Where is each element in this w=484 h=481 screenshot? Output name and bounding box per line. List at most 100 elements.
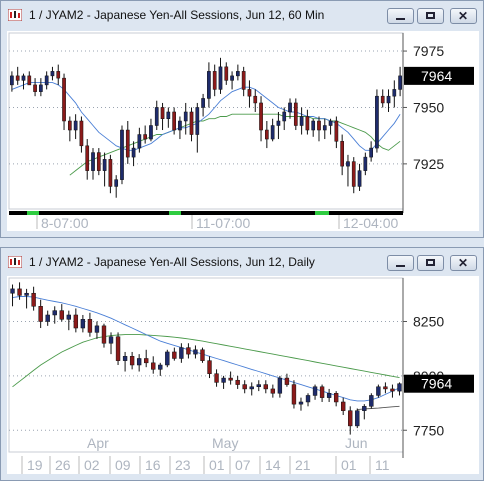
close-button[interactable]: ✕ bbox=[450, 255, 477, 271]
y-tick-label: 7750 bbox=[413, 422, 444, 438]
candle-body bbox=[166, 111, 171, 119]
window-title: 1 / JYAM2 - Japanese Yen-All Sessions, J… bbox=[29, 255, 315, 269]
candle-body bbox=[380, 95, 385, 104]
candle-body bbox=[200, 349, 205, 361]
candle-body bbox=[183, 111, 188, 122]
candle-body bbox=[317, 120, 321, 131]
candle-body bbox=[259, 102, 263, 131]
price-chart-daily[interactable]: 8250800077507964AprMayJun192602091623010… bbox=[7, 276, 479, 474]
x-day-label: 19 bbox=[27, 457, 43, 473]
candle-body bbox=[56, 71, 61, 79]
candle-body bbox=[195, 107, 200, 135]
candle-body bbox=[362, 406, 367, 411]
candle-body bbox=[277, 377, 283, 394]
minimize-icon bbox=[396, 18, 405, 20]
candle-body bbox=[369, 395, 374, 407]
candle-body bbox=[326, 393, 332, 398]
candle-body bbox=[284, 377, 290, 385]
candle-body bbox=[73, 120, 78, 131]
candle-body bbox=[131, 147, 136, 158]
minimize-button[interactable] bbox=[387, 255, 414, 271]
candle-body bbox=[228, 377, 233, 381]
candle-body bbox=[125, 129, 130, 158]
session-bar-segment bbox=[181, 211, 315, 215]
candle-body bbox=[263, 384, 268, 390]
candle-body bbox=[10, 288, 15, 294]
candle-body bbox=[62, 77, 66, 122]
ma-slow-line bbox=[69, 113, 401, 176]
x-day-label: 11 bbox=[375, 457, 390, 473]
session-bar-segment bbox=[9, 211, 27, 215]
candle-body bbox=[276, 120, 281, 126]
candle-body bbox=[346, 161, 350, 167]
candle-body bbox=[218, 66, 223, 90]
x-day-label: 16 bbox=[145, 457, 161, 473]
candle-body bbox=[270, 388, 276, 394]
candle-body bbox=[144, 358, 149, 364]
candle-body bbox=[390, 388, 395, 392]
session-bar-segment bbox=[27, 211, 39, 215]
x-day-label: 01 bbox=[209, 457, 225, 473]
candle-body bbox=[230, 75, 234, 81]
candle-body bbox=[256, 384, 261, 387]
ma-slow-line bbox=[12, 334, 400, 388]
close-icon: ✕ bbox=[458, 256, 469, 270]
candle-body bbox=[189, 111, 194, 135]
candle-body bbox=[87, 319, 93, 333]
candle-body bbox=[383, 386, 388, 390]
chart-window-60min: 1 / JYAM2 - Japanese Yen-All Sessions, J… bbox=[0, 0, 484, 238]
candle-body bbox=[101, 325, 107, 344]
candle-body bbox=[50, 71, 55, 77]
candle-body bbox=[186, 347, 191, 355]
candle-body bbox=[94, 325, 100, 333]
y-tick-label: 7950 bbox=[413, 99, 444, 115]
candle-body bbox=[221, 377, 226, 383]
candle-body bbox=[38, 306, 43, 322]
maximize-button[interactable] bbox=[417, 255, 444, 271]
candle-body bbox=[80, 319, 86, 329]
candle-body bbox=[334, 120, 339, 142]
maximize-button[interactable] bbox=[417, 8, 444, 24]
candle-body bbox=[348, 410, 353, 427]
x-axis-label: 8-07:00 bbox=[41, 215, 89, 231]
candle-body bbox=[270, 125, 275, 140]
candle-body bbox=[288, 102, 292, 113]
candle-body bbox=[52, 310, 57, 316]
candle-body bbox=[357, 170, 362, 187]
candle-body bbox=[39, 84, 43, 92]
candle-body bbox=[160, 107, 165, 119]
candle-body bbox=[114, 179, 119, 187]
title-bar[interactable]: 1 / JYAM2 - Japanese Yen-All Sessions, J… bbox=[1, 1, 483, 29]
candle-body bbox=[137, 134, 142, 149]
last-price-label: 7964 bbox=[421, 68, 452, 84]
candle-body bbox=[67, 120, 72, 131]
x-axis-label: 11-07:00 bbox=[196, 215, 250, 231]
x-month-label: Jun bbox=[345, 435, 368, 451]
plot-area bbox=[8, 277, 404, 453]
candle-body bbox=[45, 314, 50, 322]
candle-body bbox=[322, 125, 327, 131]
x-month-label: Apr bbox=[87, 435, 109, 451]
candle-body bbox=[299, 116, 304, 126]
candle-body bbox=[96, 152, 101, 171]
x-day-label: 09 bbox=[115, 457, 131, 473]
candle-body bbox=[291, 384, 297, 405]
candle-body bbox=[91, 152, 95, 171]
candle-body bbox=[398, 75, 402, 90]
candle-body bbox=[59, 310, 64, 320]
title-bar[interactable]: 1 / JYAM2 - Japanese Yen-All Sessions, J… bbox=[1, 248, 483, 276]
price-chart-60min[interactable]: 7975 7950 7925 7964 8-07:00 11-07:00 12-04:00 bbox=[7, 31, 479, 231]
session-bar-segment bbox=[39, 211, 169, 215]
x-day-label: 21 bbox=[295, 457, 311, 473]
candle-body bbox=[311, 120, 316, 131]
candle-body bbox=[178, 120, 182, 131]
minimize-button[interactable] bbox=[387, 8, 414, 24]
close-button[interactable]: ✕ bbox=[450, 8, 477, 24]
x-month-label: May bbox=[212, 435, 238, 451]
y-tick-label: 7975 bbox=[413, 43, 444, 59]
candle-body bbox=[129, 356, 135, 366]
x-day-label: 14 bbox=[265, 457, 281, 473]
candle-body bbox=[355, 410, 360, 427]
candle-body bbox=[108, 336, 114, 344]
candle-body bbox=[79, 120, 84, 147]
